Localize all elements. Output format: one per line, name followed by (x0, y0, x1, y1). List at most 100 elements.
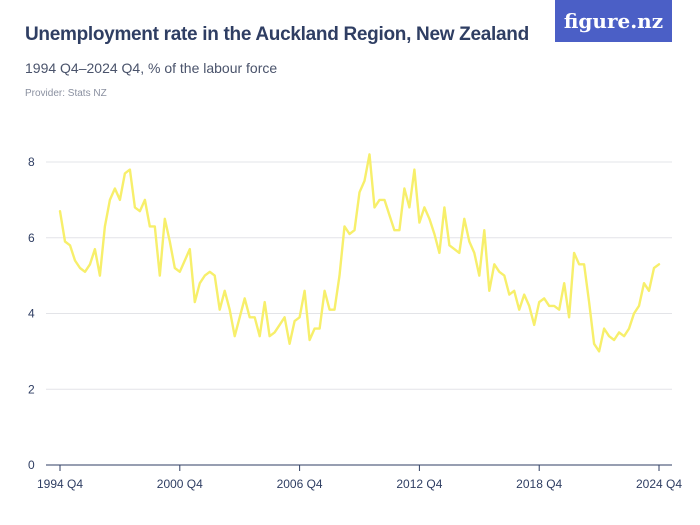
data-point (453, 248, 455, 250)
figure-nz-logo[interactable]: figure.nz (555, 0, 672, 42)
data-point (508, 293, 510, 295)
data-point (398, 229, 400, 231)
data-point (618, 331, 620, 333)
data-point (109, 199, 111, 201)
data-point (139, 210, 141, 212)
x-tick-label: 2018 Q4 (516, 477, 562, 491)
chart-subtitle: 1994 Q4–2024 Q4, % of the labour force (25, 60, 278, 76)
data-point (318, 327, 320, 329)
data-point (303, 290, 305, 292)
data-point (259, 335, 261, 337)
data-point (603, 327, 605, 329)
data-point (468, 240, 470, 242)
data-point (74, 259, 76, 261)
data-point (483, 229, 485, 231)
data-point (209, 271, 211, 273)
data-point (134, 206, 136, 208)
data-point (553, 305, 555, 307)
data-point (548, 305, 550, 307)
x-axis-ticks: 1994 Q4 2000 Q4 2006 Q4 2012 Q4 2018 Q4 2024 … (37, 465, 682, 491)
data-point (104, 225, 106, 227)
data-point (488, 290, 490, 292)
data-point (358, 191, 360, 193)
data-point (533, 324, 535, 326)
data-point (583, 263, 585, 265)
data-point (648, 290, 650, 292)
data-point (633, 312, 635, 314)
data-point (513, 290, 515, 292)
data-point (194, 301, 196, 303)
data-point (283, 316, 285, 318)
data-point (348, 233, 350, 235)
x-tick-label: 2012 Q4 (396, 477, 442, 491)
data-point (493, 263, 495, 265)
data-point (363, 180, 365, 182)
data-point (373, 206, 375, 208)
data-point (518, 309, 520, 311)
data-point (273, 331, 275, 333)
data-point (588, 301, 590, 303)
data-point (184, 259, 186, 261)
data-point (448, 244, 450, 246)
data-point (343, 225, 345, 227)
data-point (563, 282, 565, 284)
data-point (278, 324, 280, 326)
data-point (199, 282, 201, 284)
data-point (189, 248, 191, 250)
data-point (298, 316, 300, 318)
data-point (528, 305, 530, 307)
data-point (69, 244, 71, 246)
y-tick-label-2: 2 (28, 382, 35, 396)
data-point (244, 297, 246, 299)
data-point (234, 335, 236, 337)
data-point (388, 214, 390, 216)
data-point (623, 335, 625, 337)
data-point (159, 274, 161, 276)
data-point (498, 271, 500, 273)
data-point (288, 343, 290, 345)
data-point (328, 309, 330, 311)
data-point (99, 274, 101, 276)
data-point (254, 316, 256, 318)
data-point (313, 327, 315, 329)
y-tick-label-4: 4 (28, 307, 35, 321)
x-tick-label: 1994 Q4 (37, 477, 83, 491)
data-point (613, 339, 615, 341)
data-point (438, 252, 440, 254)
data-point (543, 297, 545, 299)
data-point (144, 199, 146, 201)
data-point (428, 218, 430, 220)
data-point (473, 252, 475, 254)
data-point (149, 225, 151, 227)
gridlines (46, 161, 672, 390)
data-point (264, 301, 266, 303)
data-point (503, 274, 505, 276)
y-tick-label-0: 0 (28, 458, 35, 472)
data-point (658, 263, 660, 265)
data-point (593, 343, 595, 345)
data-point (418, 221, 420, 223)
data-point (119, 199, 121, 201)
data-point (598, 350, 600, 352)
data-point (643, 282, 645, 284)
data-point (333, 309, 335, 311)
data-point (423, 206, 425, 208)
data-point (608, 335, 610, 337)
data-provider: Provider: Stats NZ (25, 88, 107, 99)
data-point (578, 263, 580, 265)
data-point (653, 267, 655, 269)
data-point (408, 206, 410, 208)
data-point (378, 199, 380, 201)
x-tick-label: 2006 Q4 (277, 477, 323, 491)
data-point (293, 320, 295, 322)
data-point (114, 187, 116, 189)
data-point (443, 206, 445, 208)
data-point (573, 252, 575, 254)
chart-title: Unemployment rate in the Auckland Region… (25, 24, 529, 45)
data-point (403, 187, 405, 189)
data-point (463, 218, 465, 220)
data-point (64, 240, 66, 242)
data-point (308, 339, 310, 341)
data-point (169, 240, 171, 242)
